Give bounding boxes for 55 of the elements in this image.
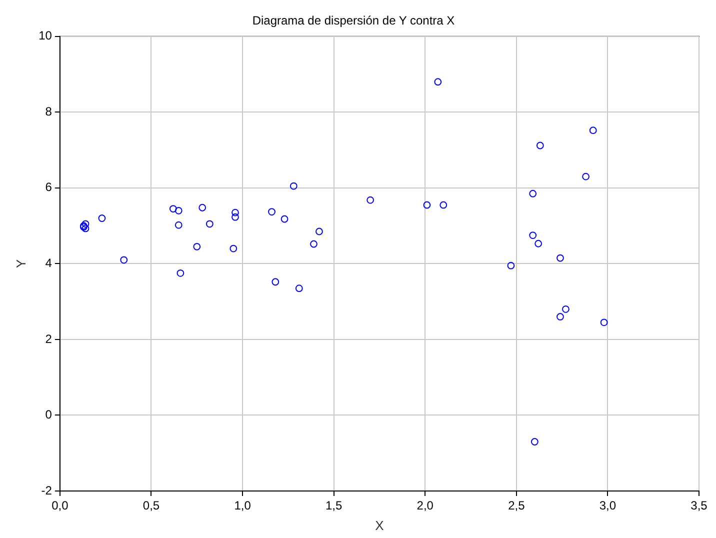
point (366, 196, 374, 204)
point (530, 438, 538, 446)
x-tick-label: 1,5 (325, 498, 342, 513)
point (82, 220, 90, 228)
point (582, 172, 590, 180)
point (434, 78, 442, 86)
point (82, 224, 90, 232)
point (600, 318, 608, 326)
y-tick-label: -2 (41, 483, 52, 498)
point (562, 305, 570, 313)
y-tick-label: 6 (45, 180, 52, 194)
point (169, 205, 177, 212)
point (176, 269, 184, 277)
point (272, 278, 280, 286)
point (536, 142, 544, 150)
point (534, 240, 542, 248)
y-tick-label: 2 (45, 332, 52, 346)
point (295, 284, 303, 292)
point (529, 190, 537, 198)
point (280, 215, 288, 223)
x-tick-label: 1,0 (234, 498, 252, 513)
point (556, 313, 564, 320)
point (556, 254, 564, 262)
point (290, 182, 298, 190)
point (198, 204, 206, 212)
x-axis-title: X (375, 518, 384, 533)
point (232, 213, 239, 221)
point (268, 208, 276, 216)
point (120, 256, 128, 264)
chart-title: Diagrama de dispersión de Y contra X (252, 14, 455, 28)
point (193, 242, 201, 250)
point (529, 232, 537, 239)
x-tick-label: 2,5 (508, 498, 526, 513)
point (230, 244, 238, 252)
x-tick-label: 3,5 (690, 498, 708, 513)
x-tick-label: 0,0 (52, 498, 69, 513)
y-tick-label: 0 (45, 408, 52, 422)
y-tick-label: 10 (38, 28, 52, 43)
point (316, 228, 323, 236)
point (174, 206, 182, 214)
point (206, 220, 214, 228)
y-tick-label: 4 (45, 256, 52, 270)
point (423, 201, 431, 209)
point (507, 262, 515, 270)
point (440, 201, 448, 209)
point (589, 126, 597, 134)
y-axis-title: Y (13, 259, 28, 268)
point (310, 240, 318, 248)
x-tick-label: 2,0 (416, 498, 434, 513)
point (232, 208, 239, 216)
x-tick-label: 3,0 (599, 498, 616, 513)
x-tick-label: 0,5 (142, 498, 160, 513)
point (98, 214, 106, 222)
point (174, 221, 182, 229)
y-tick-label: 8 (45, 104, 52, 118)
